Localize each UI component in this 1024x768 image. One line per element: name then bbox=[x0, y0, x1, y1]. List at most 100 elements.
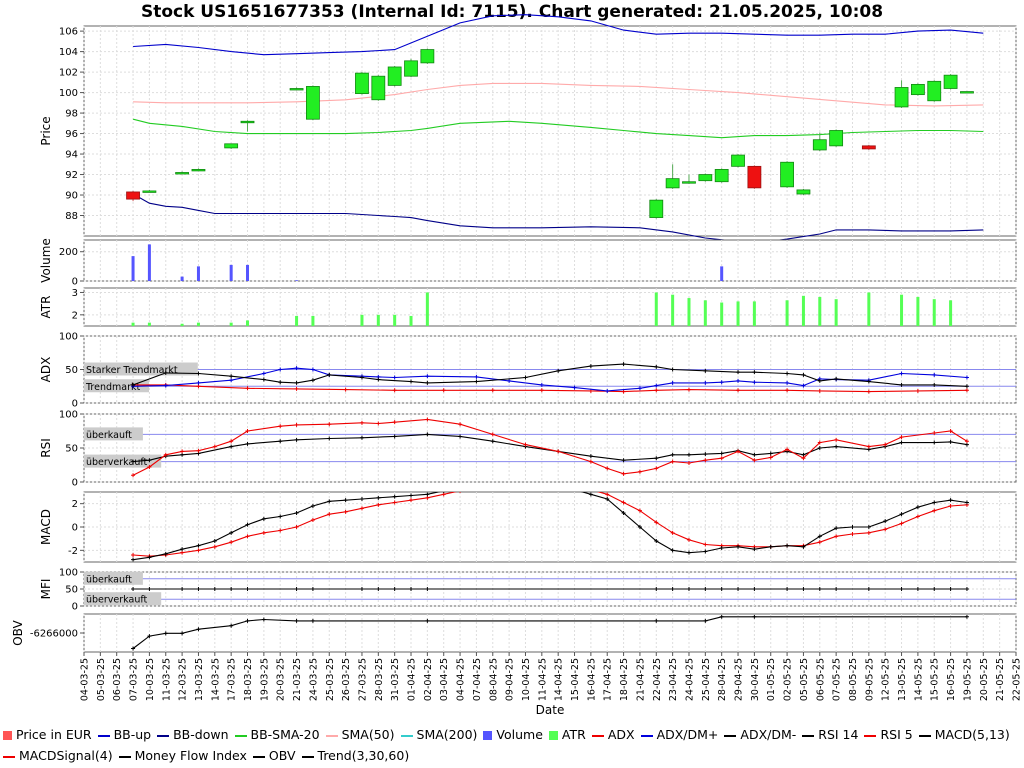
dm-minus-line-point bbox=[523, 375, 528, 380]
rsi14-line-point bbox=[932, 440, 937, 445]
legend-swatch bbox=[157, 734, 170, 737]
macd-signal-line-point bbox=[589, 488, 593, 492]
macd-line-point bbox=[915, 505, 920, 510]
candle-body bbox=[142, 190, 157, 193]
macd-line-point bbox=[785, 543, 790, 548]
dm-minus-line-point bbox=[670, 367, 675, 372]
candle-body bbox=[780, 161, 794, 188]
obv-line-point bbox=[131, 646, 136, 651]
volume-panel-axis-label: Volume bbox=[39, 238, 53, 283]
atr-bar bbox=[229, 322, 233, 326]
adx-panel-ref-label: Starker Trendmarkt bbox=[86, 365, 178, 376]
macd-signal-line-point bbox=[932, 508, 937, 513]
legend-entry: ATR bbox=[548, 724, 586, 745]
macd-signal-line-point bbox=[327, 512, 332, 517]
obv-line-point bbox=[654, 618, 659, 623]
price-panel-tick-label: 102 bbox=[59, 68, 78, 79]
dm-minus-line-point bbox=[654, 364, 659, 369]
mfi-line-point bbox=[229, 587, 234, 591]
legend-swatch bbox=[400, 734, 413, 737]
price-panel-tick-label: 96 bbox=[65, 129, 78, 140]
obv-line-point bbox=[752, 614, 757, 619]
macd-line-point bbox=[703, 549, 708, 554]
rsi14-line-point bbox=[686, 452, 691, 457]
macd-line-point bbox=[883, 519, 888, 524]
dm-plus-line-point bbox=[785, 380, 790, 385]
dm-plus-line-point bbox=[278, 367, 283, 372]
mfi-line-point bbox=[719, 587, 724, 591]
obv-line-point bbox=[294, 618, 299, 623]
mfi-line-point bbox=[915, 587, 920, 591]
legend-entry: RSI 5 bbox=[864, 724, 913, 745]
macd-line-point bbox=[229, 530, 234, 535]
macd-signal-line-point bbox=[261, 530, 266, 535]
rsi5-line-point bbox=[866, 444, 871, 449]
mfi-line-point bbox=[180, 587, 185, 591]
rsi5-line-point bbox=[964, 439, 969, 444]
date-tick-label: 19-05-25 bbox=[962, 658, 973, 701]
rsi5-line-point bbox=[752, 458, 757, 463]
rsi14-line-point bbox=[899, 440, 904, 445]
rsi5-line-point bbox=[425, 417, 430, 422]
macd-line-point bbox=[573, 488, 577, 492]
obv-line-point bbox=[196, 627, 201, 632]
legend-entry: BB-SMA-20 bbox=[234, 724, 320, 745]
macd-line-point bbox=[327, 499, 332, 504]
mfi-line-point bbox=[834, 587, 839, 591]
macd-signal-line-point bbox=[573, 485, 577, 489]
macd-line-point bbox=[686, 550, 691, 555]
mfi-line-point bbox=[147, 587, 152, 591]
adx-line-point bbox=[866, 389, 871, 394]
adx-line-point bbox=[736, 388, 741, 393]
macd-line-point bbox=[670, 548, 675, 553]
volume-bar bbox=[147, 244, 151, 281]
mfi-line-point bbox=[196, 587, 201, 591]
date-tick-label: 06-05-25 bbox=[815, 658, 826, 701]
rsi14-line-point bbox=[752, 452, 757, 457]
dm-minus-line-point bbox=[131, 382, 136, 387]
candle-body bbox=[861, 145, 876, 150]
macd-line-point bbox=[932, 500, 937, 505]
rsi5-line-point bbox=[359, 420, 364, 425]
legend-swatch bbox=[802, 734, 815, 737]
rsi5-line-point bbox=[294, 422, 299, 427]
legend-entry: MACD(5,13) bbox=[918, 724, 1010, 745]
macd-signal-line-point bbox=[556, 484, 560, 488]
legend-label: Trend(3,30,60) bbox=[317, 748, 410, 763]
atr-bar bbox=[736, 301, 740, 326]
mfi-line-point bbox=[899, 587, 904, 591]
legend-label: ADX bbox=[607, 727, 635, 742]
macd-signal-line-point bbox=[278, 528, 283, 533]
mfi-line-point bbox=[409, 587, 414, 591]
rsi5-line-point bbox=[327, 422, 332, 427]
date-tick-label: 21-04-25 bbox=[635, 658, 646, 701]
candle-body bbox=[960, 91, 974, 94]
rsi14-line-point bbox=[425, 432, 430, 437]
legend-entry: ADX/DM+ bbox=[640, 724, 718, 745]
candle-body bbox=[829, 130, 844, 147]
mfi-line-point bbox=[964, 587, 969, 591]
candle-body bbox=[420, 49, 435, 64]
legend-entry: MACDSignal(4) bbox=[3, 745, 113, 766]
atr-bar bbox=[180, 323, 184, 326]
dm-plus-line-point bbox=[261, 371, 266, 376]
rsi-panel-tick-label: 0 bbox=[72, 478, 78, 489]
candle-body bbox=[910, 83, 925, 96]
legend-entry: SMA(200) bbox=[400, 724, 477, 745]
adx-line-point bbox=[915, 388, 920, 393]
macd-line-point bbox=[343, 498, 348, 503]
macd-signal-line-point bbox=[343, 509, 348, 514]
rsi5-line-point bbox=[801, 456, 806, 461]
date-tick-label: 05-03-25 bbox=[96, 658, 107, 701]
dm-minus-line-point bbox=[196, 371, 201, 376]
atr-panel-tick-label: 3 bbox=[72, 288, 78, 299]
rsi5-line-point bbox=[196, 448, 201, 453]
rsi5-line-point bbox=[899, 435, 904, 440]
macd-line-point bbox=[376, 495, 381, 500]
mfi-line-point bbox=[654, 587, 659, 591]
price-panel-tick-label: 88 bbox=[65, 211, 78, 222]
legend-label: MACDSignal(4) bbox=[19, 748, 113, 763]
mfi-line-point bbox=[686, 587, 691, 591]
adx-panel-ref-label: Trendmarkt bbox=[85, 382, 140, 393]
dm-minus-line-point bbox=[261, 377, 266, 382]
